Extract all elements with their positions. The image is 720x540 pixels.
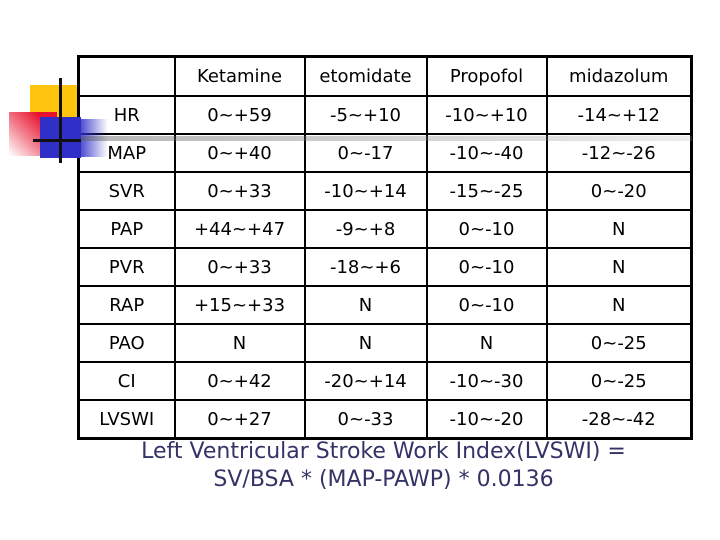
cell-value: -14~+12 bbox=[545, 95, 693, 135]
header-midazolum: midazolum bbox=[545, 55, 693, 97]
cell-value: 0~-10 bbox=[425, 209, 548, 249]
cell-value: N bbox=[545, 209, 693, 249]
cell-value: 0~+59 bbox=[173, 95, 306, 135]
cell-value: 0~-17 bbox=[303, 133, 428, 173]
row-label: SVR bbox=[77, 171, 176, 211]
cell-value: -15~-25 bbox=[425, 171, 548, 211]
header-empty-cell bbox=[77, 55, 176, 97]
cell-value: 0~-25 bbox=[545, 323, 693, 363]
cell-value: -20~+14 bbox=[303, 361, 428, 401]
cell-value: -12~-26 bbox=[545, 133, 693, 173]
cell-value: 0~+27 bbox=[173, 399, 306, 440]
cell-value: N bbox=[425, 323, 548, 363]
red-gradient-square-decoration bbox=[9, 112, 57, 156]
yellow-square-decoration bbox=[30, 85, 77, 125]
cell-value: -10~-30 bbox=[425, 361, 548, 401]
blue-square-decoration bbox=[40, 117, 81, 158]
cell-value: -18~+6 bbox=[303, 247, 428, 287]
table-row-rap: RAP +15~+33 N 0~-10 N bbox=[77, 285, 693, 325]
row-label: CI bbox=[77, 361, 176, 401]
row-label: RAP bbox=[77, 285, 176, 325]
cell-value: -28~-42 bbox=[545, 399, 693, 440]
cell-value: N bbox=[303, 285, 428, 325]
header-row: Ketamine etomidate Propofol midazolum bbox=[77, 55, 693, 97]
cell-value: 0~-33 bbox=[303, 399, 428, 440]
row-label: PAP bbox=[77, 209, 176, 249]
cell-value: N bbox=[303, 323, 428, 363]
table-row-pap: PAP +44~+47 -9~+8 0~-10 N bbox=[77, 209, 693, 249]
cell-value: 0~-20 bbox=[545, 171, 693, 211]
row-label: PVR bbox=[77, 247, 176, 287]
row-label: HR bbox=[77, 95, 176, 135]
row-label: MAP bbox=[77, 133, 176, 173]
cell-value: 0~-10 bbox=[425, 285, 548, 325]
cell-value: -10~+10 bbox=[425, 95, 548, 135]
table-row-map: MAP 0~+40 0~-17 -10~-40 -12~-26 bbox=[77, 133, 693, 173]
lvswi-formula-caption: Left Ventricular Stroke Work Index(LVSWI… bbox=[77, 438, 690, 493]
cell-value: 0~+33 bbox=[173, 247, 306, 287]
cell-value: 0~-10 bbox=[425, 247, 548, 287]
cell-value: -9~+8 bbox=[303, 209, 428, 249]
cell-value: N bbox=[545, 285, 693, 325]
drug-comparison-table: Ketamine etomidate Propofol midazolum HR… bbox=[77, 55, 693, 440]
cell-value: 0~+42 bbox=[173, 361, 306, 401]
caption-line-1: Left Ventricular Stroke Work Index(LVSWI… bbox=[141, 439, 626, 464]
table-row-hr: HR 0~+59 -5~+10 -10~+10 -14~+12 bbox=[77, 95, 693, 135]
cell-value: -5~+10 bbox=[303, 95, 428, 135]
header-ketamine: Ketamine bbox=[173, 55, 306, 97]
vertical-line-decoration bbox=[59, 78, 62, 163]
cell-value: 0~-25 bbox=[545, 361, 693, 401]
cell-value: +44~+47 bbox=[173, 209, 306, 249]
cell-value: 0~+33 bbox=[173, 171, 306, 211]
cell-value: -10~+14 bbox=[303, 171, 428, 211]
cell-value: -10~-40 bbox=[425, 133, 548, 173]
cell-value: -10~-20 bbox=[425, 399, 548, 440]
table-row-pvr: PVR 0~+33 -18~+6 0~-10 N bbox=[77, 247, 693, 287]
caption-line-2: SV/BSA * (MAP-PAWP) * 0.0136 bbox=[213, 466, 554, 492]
cell-value: +15~+33 bbox=[173, 285, 306, 325]
cell-value: 0~+40 bbox=[173, 133, 306, 173]
table-row-svr: SVR 0~+33 -10~+14 -15~-25 0~-20 bbox=[77, 171, 693, 211]
horizontal-line-decoration bbox=[33, 139, 81, 142]
table-row-ci: CI 0~+42 -20~+14 -10~-30 0~-25 bbox=[77, 361, 693, 401]
row-label: LVSWI bbox=[77, 399, 176, 440]
row-label: PAO bbox=[77, 323, 176, 363]
header-propofol: Propofol bbox=[425, 55, 548, 97]
cell-value: N bbox=[545, 247, 693, 287]
table-row-pao: PAO N N N 0~-25 bbox=[77, 323, 693, 363]
table-row-lvswi: LVSWI 0~+27 0~-33 -10~-20 -28~-42 bbox=[77, 399, 693, 440]
header-etomidate: etomidate bbox=[303, 55, 428, 97]
cell-value: N bbox=[173, 323, 306, 363]
